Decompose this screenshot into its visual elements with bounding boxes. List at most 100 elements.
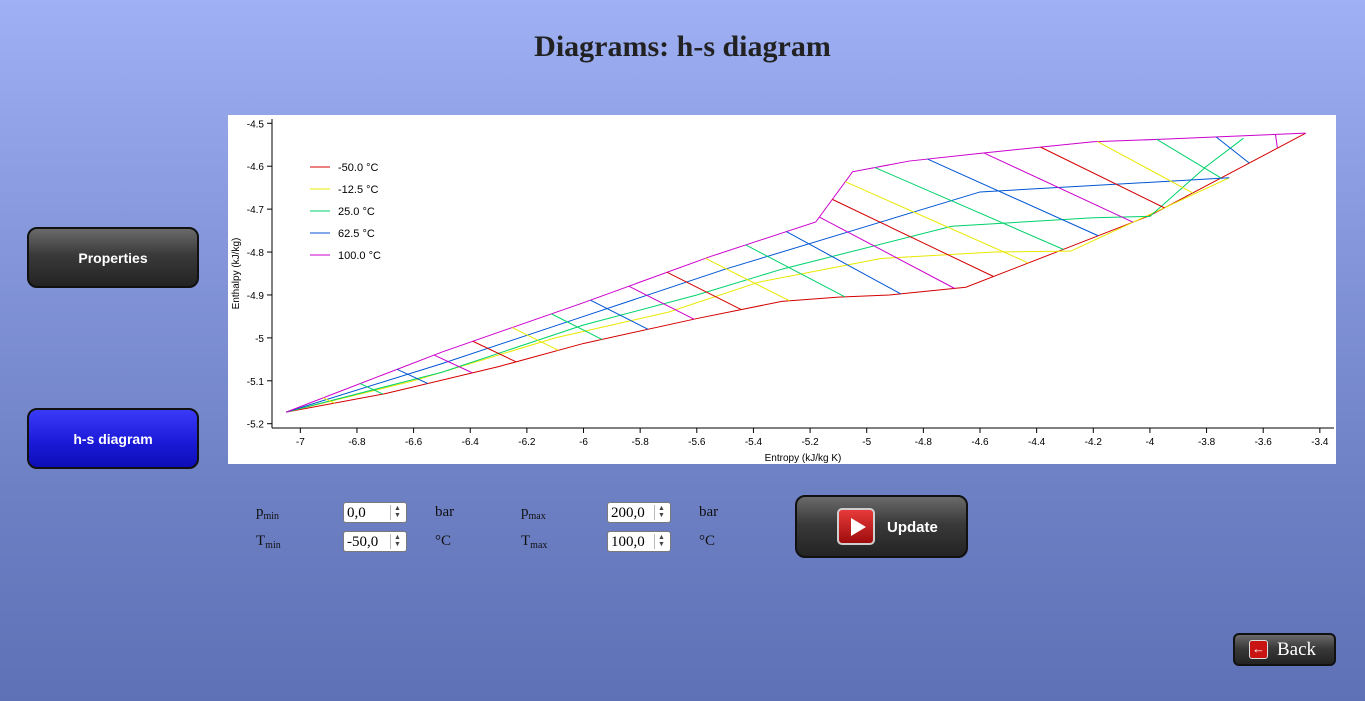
y-tick-label: -5.2 bbox=[247, 420, 265, 431]
t-min-sub: min bbox=[265, 540, 281, 551]
p-min-arrows-icon[interactable]: ▲ ▼ bbox=[390, 505, 404, 520]
isobar-line bbox=[983, 152, 1134, 223]
isobar-line bbox=[1274, 134, 1278, 149]
y-tick-label: -5.1 bbox=[247, 377, 265, 388]
legend-label: -12.5 °C bbox=[338, 184, 379, 196]
isobar-line bbox=[359, 383, 384, 395]
p-min-spinbox[interactable]: 0,0 ▲ ▼ bbox=[343, 502, 407, 523]
x-tick-label: -4.6 bbox=[971, 437, 989, 448]
t-min-unit: °C bbox=[435, 533, 452, 549]
isotherm-line bbox=[286, 137, 1244, 413]
isobar-line bbox=[666, 271, 742, 311]
legend-label: 25.0 °C bbox=[338, 206, 375, 218]
back-label: Back bbox=[1277, 639, 1317, 660]
isotherm-line bbox=[286, 177, 1230, 413]
t-max-value[interactable]: 100,0 bbox=[611, 534, 645, 550]
y-tick-label: -5 bbox=[255, 334, 264, 345]
x-tick-label: -4.4 bbox=[1028, 437, 1046, 448]
x-tick-label: -5.2 bbox=[801, 437, 819, 448]
isobar-line bbox=[874, 167, 1064, 250]
p-max-value[interactable]: 200,0 bbox=[611, 505, 645, 521]
properties-button[interactable]: Properties bbox=[27, 227, 199, 288]
p-min-unit: bar bbox=[435, 504, 455, 520]
x-tick-label: -5.6 bbox=[688, 437, 706, 448]
x-tick-label: -6.4 bbox=[462, 437, 480, 448]
p-max-symbol: p bbox=[521, 504, 529, 520]
t-max-unit: °C bbox=[699, 533, 716, 549]
x-tick-label: -4.8 bbox=[915, 437, 933, 448]
t-max-spinbox[interactable]: 100,0 ▲ ▼ bbox=[607, 531, 671, 552]
page-title: Diagrams: h-s diagram bbox=[534, 30, 831, 63]
isobar-line bbox=[705, 257, 790, 302]
x-tick-label: -5.4 bbox=[745, 437, 763, 448]
x-tick-label: -3.4 bbox=[1311, 437, 1329, 448]
update-label: Update bbox=[887, 519, 938, 536]
hs-chart-svg: -7 -6.8 -6.6 -6.4 -6.2 -6 -5.8 -5.6 -5.4 -5.2 -5 -4… bbox=[231, 119, 1334, 464]
x-tick-label: -6.8 bbox=[348, 437, 366, 448]
t-max-label: Tmax bbox=[521, 533, 547, 551]
back-arrow-icon: ← bbox=[1249, 640, 1268, 659]
hs-chart: -7 -6.8 -6.6 -6.4 -6.2 -6 -5.8 -5.6 -5.4 -5.2 -5 -4… bbox=[228, 115, 1336, 464]
t-min-label: Tmin bbox=[256, 533, 281, 551]
p-min-label: pmin bbox=[256, 504, 279, 522]
x-tick-label: -7 bbox=[296, 437, 305, 448]
y-axis-label: Enthalpy (kJ/kg) bbox=[231, 238, 242, 310]
isotherm-line bbox=[285, 132, 1306, 413]
update-button[interactable]: Update bbox=[795, 495, 968, 558]
hs-diagram-button[interactable]: h-s diagram bbox=[27, 408, 199, 469]
p-max-arrows-icon[interactable]: ▲ ▼ bbox=[654, 505, 668, 520]
p-min-sub: min bbox=[263, 511, 280, 522]
isobar-line bbox=[1215, 136, 1250, 164]
y-tick-label: -4.7 bbox=[247, 205, 265, 216]
y-tick-label: -4.8 bbox=[247, 248, 265, 259]
isobar-line bbox=[819, 216, 955, 289]
x-tick-label: -4.2 bbox=[1085, 437, 1103, 448]
x-axis-label: Entropy (kJ/kg K) bbox=[765, 453, 842, 464]
legend-label: 62.5 °C bbox=[338, 228, 375, 240]
isobar-line bbox=[1156, 139, 1222, 179]
t-max-sub: max bbox=[530, 540, 548, 551]
x-tick-label: -5 bbox=[862, 437, 871, 448]
t-min-value[interactable]: -50,0 bbox=[347, 534, 379, 550]
x-tick-label: -5.8 bbox=[632, 437, 650, 448]
isotherm-line bbox=[286, 177, 1230, 413]
x-tick-label: -6.6 bbox=[405, 437, 423, 448]
y-tick-label: -4.5 bbox=[247, 119, 265, 130]
isobar-line bbox=[845, 181, 1029, 264]
t-min-symbol: T bbox=[256, 533, 266, 549]
legend-label: 100.0 °C bbox=[338, 250, 381, 262]
x-tick-label: -3.8 bbox=[1198, 437, 1216, 448]
back-button[interactable]: ← Back bbox=[1233, 633, 1336, 666]
isobar-line bbox=[511, 327, 559, 351]
isobar-line bbox=[396, 368, 428, 384]
isobar-line bbox=[927, 158, 1099, 237]
isobar-line bbox=[832, 198, 994, 277]
t-min-arrows-icon[interactable]: ▲ ▼ bbox=[390, 534, 404, 549]
isobar-line bbox=[786, 231, 901, 295]
y-tick-label: -4.9 bbox=[247, 291, 265, 302]
p-max-label: pmax bbox=[521, 504, 546, 522]
isobar-line bbox=[472, 340, 517, 363]
t-max-symbol: T bbox=[521, 533, 531, 549]
hs-diagram-label: h-s diagram bbox=[73, 430, 153, 447]
isobar-line bbox=[628, 285, 695, 320]
x-tick-label: -4 bbox=[1145, 437, 1154, 448]
p-max-sub: max bbox=[528, 511, 546, 522]
p-min-value[interactable]: 0,0 bbox=[347, 505, 366, 521]
isobar-line bbox=[745, 244, 846, 298]
t-min-spinbox[interactable]: -50,0 ▲ ▼ bbox=[343, 531, 407, 552]
properties-label: Properties bbox=[78, 249, 148, 266]
isobar-line bbox=[433, 354, 473, 374]
x-tick-label: -3.6 bbox=[1255, 437, 1273, 448]
p-max-unit: bar bbox=[699, 504, 719, 520]
x-tick-label: -6 bbox=[579, 437, 588, 448]
isobar-line bbox=[551, 313, 603, 340]
legend-label: -50.0 °C bbox=[338, 162, 379, 174]
isobar-line bbox=[590, 299, 649, 330]
p-min-symbol: p bbox=[256, 504, 264, 520]
isotherm-line bbox=[286, 132, 1306, 413]
p-max-spinbox[interactable]: 200,0 ▲ ▼ bbox=[607, 502, 671, 523]
play-icon bbox=[837, 508, 875, 545]
t-max-arrows-icon[interactable]: ▲ ▼ bbox=[654, 534, 668, 549]
isobar-line bbox=[1097, 141, 1193, 194]
